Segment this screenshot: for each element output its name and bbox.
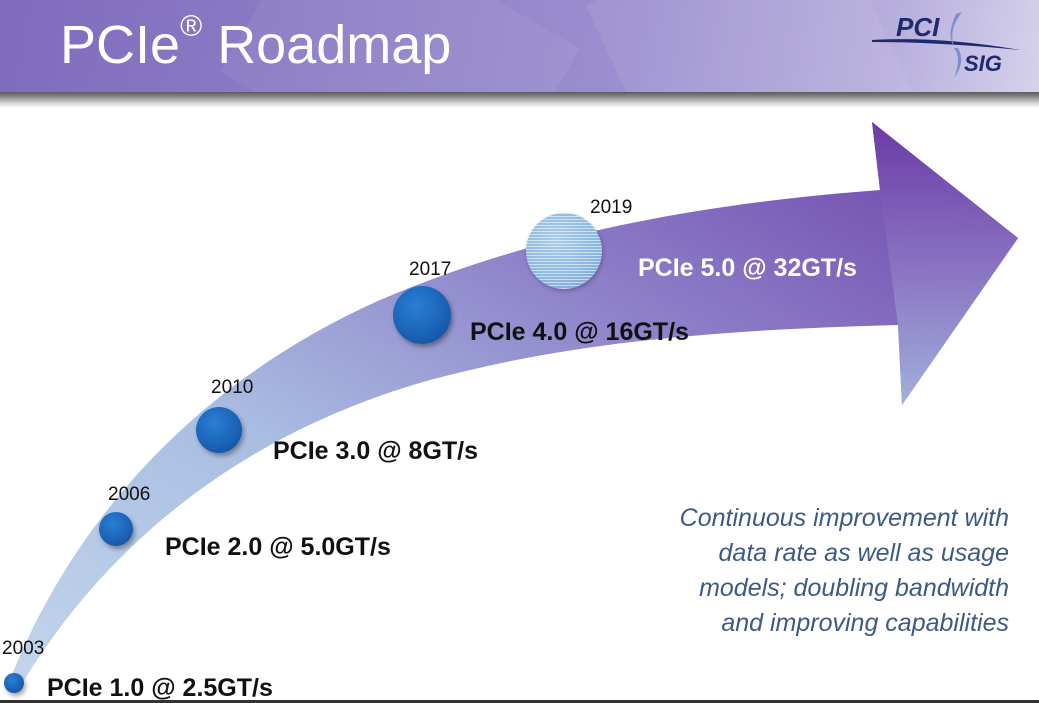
milestone-node-2010: [196, 407, 242, 453]
milestone-year: 2019: [590, 197, 633, 218]
logo-swoosh-icon: [872, 12, 1020, 78]
logo-pci-text: PCI: [896, 12, 940, 42]
milestone-year: 2006: [108, 484, 151, 505]
registered-mark: ®: [180, 10, 203, 43]
caption-line: Continuous improvement with: [679, 504, 1009, 532]
milestone-year: 2003: [2, 638, 45, 659]
milestone-label: PCIe 4.0 @ 16GT/s: [470, 318, 689, 346]
bottom-border: [0, 700, 1039, 703]
slide-title: PCIe® Roadmap: [60, 10, 452, 76]
header-shadow: [0, 92, 1039, 108]
milestone-label: PCIe 5.0 @ 32GT/s: [638, 254, 857, 282]
milestone-node-2019-future: [526, 213, 602, 289]
logo-sig-text: SIG: [964, 51, 1002, 76]
milestone-node-2003: [4, 673, 24, 693]
milestone-label: PCIe 2.0 @ 5.0GT/s: [165, 533, 391, 561]
caption-line: data rate as well as usage: [718, 539, 1009, 567]
caption-line: and improving capabilities: [721, 609, 1009, 637]
slide-header: PCIe® Roadmap PCI SIG: [0, 0, 1039, 92]
title-suffix: Roadmap: [217, 15, 452, 75]
milestone-year: 2017: [409, 259, 452, 280]
milestone-node-2017: [393, 286, 451, 344]
caption-text: Continuous improvement with data rate as…: [589, 501, 1009, 641]
milestone-label: PCIe 3.0 @ 8GT/s: [273, 437, 479, 465]
milestone-year: 2010: [211, 377, 254, 398]
caption-line: models; doubling bandwidth: [699, 574, 1009, 602]
pci-sig-logo: PCI SIG: [870, 6, 1030, 86]
milestone-node-2006: [99, 512, 133, 546]
title-text: PCIe: [60, 15, 181, 75]
milestone-label: PCIe 1.0 @ 2.5GT/s: [47, 674, 273, 702]
